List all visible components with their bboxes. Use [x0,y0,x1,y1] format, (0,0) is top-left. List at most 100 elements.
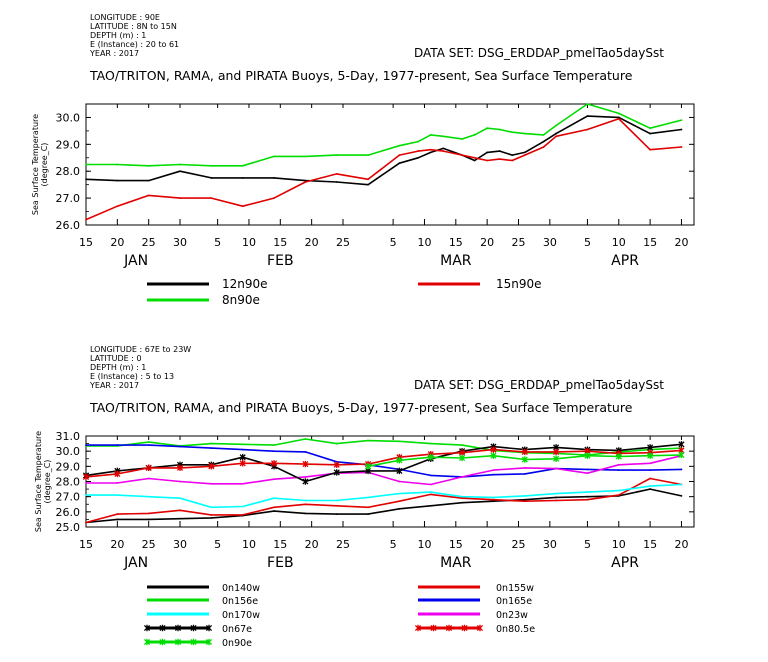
data-point [241,205,244,208]
data-point [239,454,246,461]
legend-marker [190,638,197,646]
data-point [335,442,338,445]
data-point [304,451,307,453]
legend-marker [159,624,166,632]
legend-marker [159,638,166,646]
data-point [147,444,150,446]
data-point [367,513,369,516]
data-point [398,154,401,156]
data-point [367,506,369,509]
data-point [617,116,620,119]
y-tick-label: 29.0 [56,138,81,151]
data-point [85,218,87,221]
p2-chart-title: TAO/TRITON, RAMA, and PIRATA Buoys, 5-Da… [89,400,633,415]
data-point [429,493,432,496]
data-point [273,450,275,453]
x-tick-label: 15 [273,538,287,551]
data-point [429,442,432,445]
series-0n90e [365,451,685,470]
y-tick-label: 26.0 [56,219,81,232]
series-0n155w [85,477,683,524]
data-point [498,128,501,131]
x-tick-label: 10 [417,236,431,249]
data-point [680,483,683,486]
legend-item: 0n170w [147,610,260,621]
data-point [241,164,244,167]
data-point [147,495,150,498]
legend-marker [205,624,213,632]
data-point [555,124,558,127]
data-point [333,469,340,476]
y-axis-units: (degree_C) [43,460,52,504]
legend-label: 0n156e [222,596,258,607]
data-point [459,454,466,462]
data-point [492,496,495,499]
data-point [116,482,119,484]
data-point [429,148,432,151]
series-0n67e [82,441,685,485]
data-point [617,469,620,472]
legend-label: 8n90e [222,293,260,307]
series-line [86,438,682,456]
data-point [210,177,213,179]
legend-item: 15n90e [418,277,542,291]
y-tick-label: 28.0 [56,476,81,489]
data-point [647,452,654,459]
data-point [241,448,244,451]
data-point [304,512,307,515]
x-tick-label: 5 [214,538,221,551]
data-point [179,445,181,448]
series-line [86,103,682,167]
data-point [273,197,275,200]
data-point [116,179,119,182]
data-point [461,138,463,140]
data-point [523,500,526,503]
month-label: FEB [267,253,294,269]
data-point [461,154,463,156]
x-tick-label: 5 [390,236,397,249]
data-point [335,504,338,507]
data-point [85,494,87,497]
x-tick-label: 25 [511,538,525,551]
data-point [617,494,620,497]
data-point [649,127,652,130]
data-point [542,140,545,143]
data-point [615,453,622,460]
data-point [273,155,275,158]
panel-1-header: LONGITUDE : 90E LATITUDE : 8N to 15N DEP… [89,13,664,83]
data-point [680,119,683,122]
data-point [302,478,309,485]
legend-item: 0n80.5e [414,624,535,635]
series-8n90e [85,103,683,167]
data-point [210,506,213,509]
plot-area-2: 25.0 26.0 27.0 28.0 29.0 30.0 31.0 15 20 25 30 5 10 1… [34,430,695,571]
data-point [85,482,87,484]
data-point [492,498,495,501]
x-tick-label: 5 [214,236,221,249]
data-point [492,473,495,476]
x-tick-label: 10 [242,538,256,551]
legend-label: 0n140w [222,583,260,594]
data-point [523,132,526,135]
legend-label: 0n170w [222,610,260,621]
data-point [304,181,307,183]
data-point [649,469,652,472]
data-point [442,135,445,138]
data-point [473,156,476,159]
x-tick-label: 25 [511,236,525,249]
legend-item: 8n90e [147,293,260,307]
data-point [649,148,652,151]
y-tick-label: 28.0 [56,165,81,178]
data-point [241,505,244,508]
data-point [555,135,558,138]
data-point [461,476,463,478]
y-tick-label: 29.0 [56,460,81,473]
p1-chart-title: TAO/TRITON, RAMA, and PIRATA Buoys, 5-Da… [89,68,633,83]
data-point [473,159,476,162]
data-point [273,177,275,179]
series-line [85,477,682,524]
x-tick-label: 25 [336,236,350,249]
data-point [586,115,589,117]
data-point [542,134,545,136]
month-label: APR [611,253,639,269]
